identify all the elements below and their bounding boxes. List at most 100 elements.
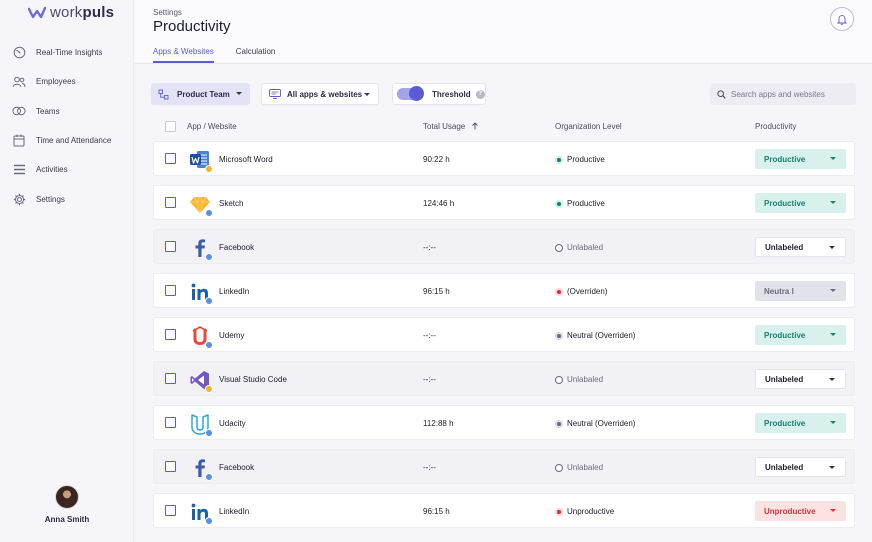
table-row[interactable]: LinkedIn 96:15 h (Overriden) Neutra l: [153, 273, 855, 308]
row-checkbox[interactable]: [165, 153, 176, 164]
threshold-toggle[interactable]: [397, 86, 424, 101]
table-row[interactable]: LinkedIn 96:15 h Unproductive Unproductive: [153, 493, 855, 528]
productivity-select[interactable]: Productive: [755, 193, 846, 213]
team-icon: [158, 89, 169, 99]
gear-icon: [12, 192, 26, 206]
productivity-select[interactable]: Unlabeled: [755, 237, 846, 257]
table-row[interactable]: Microsoft Word 90:22 h Productive Productiv…: [153, 141, 855, 176]
productivity-select[interactable]: Neutra l: [755, 281, 846, 301]
page-title: Productivity: [153, 18, 231, 35]
row-checkbox[interactable]: [165, 329, 176, 340]
users-icon: [12, 75, 26, 89]
app-name: Facebook: [219, 463, 255, 472]
sidebar-nav: Real-Time Insights Employees Teams Time …: [0, 38, 134, 214]
organization-level-label: Neutral (Overriden): [567, 331, 636, 340]
total-usage: --:--: [423, 463, 436, 472]
search-input[interactable]: [731, 89, 846, 99]
productivity-select-value: Unlabeled: [765, 374, 804, 384]
select-all-checkbox[interactable]: [165, 121, 176, 132]
organization-level-label: Unlabaled: [567, 243, 604, 252]
app-name: Udemy: [219, 331, 245, 340]
app-name: Facebook: [219, 243, 255, 252]
organization-level-label: Unproductive: [567, 507, 615, 516]
organization-level: (Overriden): [555, 287, 607, 296]
organization-level: Productive: [555, 155, 605, 164]
table-row[interactable]: Udemy --:-- Neutral (Overriden) Productive: [153, 317, 855, 352]
table-row[interactable]: Sketch 124:46 h Productive Productive: [153, 185, 855, 220]
row-checkbox[interactable]: [165, 241, 176, 252]
facebook-icon: [189, 457, 213, 481]
productivity-select-value: Productive: [764, 418, 806, 428]
app-type-badge-icon: [205, 517, 213, 525]
user-name: Anna Smith: [44, 515, 90, 524]
total-usage: 90:22 h: [423, 155, 450, 164]
help-icon[interactable]: ?: [475, 89, 485, 99]
table-row[interactable]: Udacity 112:88 h Neutral (Overriden) Produc…: [153, 405, 855, 440]
organization-level: Neutral (Overriden): [555, 419, 635, 428]
table-row[interactable]: Facebook --:-- Unlabaled Unlabeled: [153, 229, 855, 264]
notification-button[interactable]: [830, 7, 854, 31]
page-header: Settings Productivity Apps & Websites Ca…: [135, 0, 872, 64]
status-dot-icon: [555, 199, 563, 208]
team-select[interactable]: Product Team: [151, 83, 250, 105]
row-checkbox[interactable]: [165, 417, 176, 428]
chevron-down-icon: [829, 246, 835, 249]
sidebar-item-label: Real-Time Insights: [36, 48, 103, 58]
tab-calculation[interactable]: Calculation: [235, 47, 276, 56]
row-checkbox[interactable]: [165, 373, 176, 384]
status-dot-icon: [555, 463, 563, 472]
productivity-select-value: Unproductive: [764, 506, 816, 516]
search-icon: [717, 89, 726, 99]
total-usage: --:--: [423, 331, 436, 340]
main-content: Settings Productivity Apps & Websites Ca…: [135, 0, 872, 542]
sidebar-item-settings[interactable]: Settings: [0, 184, 134, 213]
row-checkbox[interactable]: [165, 285, 176, 296]
productivity-select[interactable]: Unproductive: [755, 501, 846, 521]
row-checkbox[interactable]: [165, 461, 176, 472]
column-header-org-level[interactable]: Organization Level: [555, 122, 622, 131]
apps-select[interactable]: All apps & websites: [261, 83, 379, 105]
logo[interactable]: workpuls: [28, 4, 114, 21]
breadcrumb[interactable]: Settings: [153, 8, 182, 17]
table-row[interactable]: Visual Studio Code --:-- Unlabaled Unlabele…: [153, 361, 855, 396]
app-name: LinkedIn: [219, 287, 250, 296]
row-checkbox[interactable]: [165, 197, 176, 208]
productivity-select[interactable]: Unlabeled: [755, 457, 846, 477]
column-header-productivity[interactable]: Productivity: [755, 122, 797, 131]
organization-level: Unproductive: [555, 507, 614, 516]
table-row[interactable]: Facebook --:-- Unlabaled Unlabeled: [153, 449, 855, 484]
organization-level-label: Unlabaled: [567, 375, 604, 384]
sidebar-item-real-time-insights[interactable]: Real-Time Insights: [0, 38, 134, 67]
productivity-select[interactable]: Productive: [755, 149, 846, 169]
tab-apps-and-websites[interactable]: Apps & Websites: [153, 47, 214, 63]
total-usage: 124:46 h: [423, 199, 455, 208]
sidebar-item-activities[interactable]: Activities: [0, 155, 134, 184]
row-checkbox[interactable]: [165, 505, 176, 516]
sidebar-item-time-and-attendance[interactable]: Time and Attendance: [0, 126, 134, 155]
avatar[interactable]: [55, 485, 79, 509]
column-header-usage[interactable]: Total Usage: [423, 122, 479, 131]
udacity-icon: [189, 413, 213, 437]
app-type-badge-icon: [205, 209, 213, 217]
productivity-select-value: Neutra l: [764, 286, 794, 296]
organization-level-label: Unlabaled: [567, 463, 604, 472]
column-header-app[interactable]: App / Website: [187, 122, 237, 131]
app-type-badge-icon: [205, 253, 213, 261]
productivity-select[interactable]: Productive: [755, 325, 846, 345]
status-dot-icon: [555, 375, 563, 384]
user-profile[interactable]: Anna Smith: [0, 485, 134, 524]
sidebar-item-label: Time and Attendance: [36, 136, 112, 146]
organization-level: Neutral (Overriden): [555, 331, 635, 340]
chevron-down-icon: [830, 421, 836, 424]
sidebar-item-employees[interactable]: Employees: [0, 67, 134, 96]
productivity-select[interactable]: Unlabeled: [755, 369, 846, 389]
organization-level: Productive: [555, 199, 605, 208]
productivity-select[interactable]: Productive: [755, 413, 846, 433]
table-header: App / Website Total Usage Organization L…: [135, 118, 872, 138]
apps-select-value: All apps & websites: [287, 89, 363, 99]
app-name: LinkedIn: [219, 507, 250, 516]
chevron-down-icon: [364, 93, 370, 96]
sidebar-item-teams[interactable]: Teams: [0, 97, 134, 126]
app-name: Microsoft Word: [219, 155, 273, 164]
activities-icon: [12, 163, 26, 177]
